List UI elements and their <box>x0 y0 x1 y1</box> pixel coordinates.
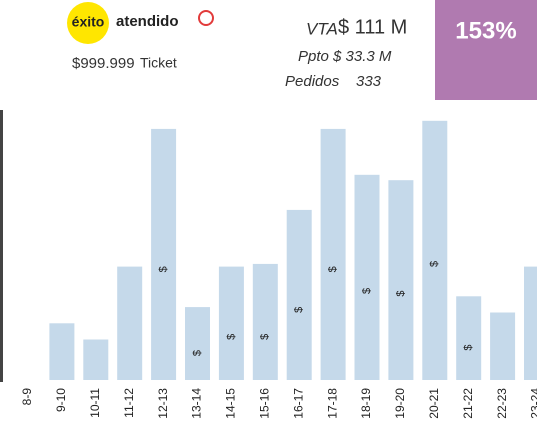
bar <box>456 296 482 380</box>
x-tick-label: 14-15 <box>224 388 238 419</box>
vta-value: $ 111 M <box>338 16 407 38</box>
dollar-marker: $ <box>191 350 203 356</box>
logo-icon <box>198 10 214 26</box>
dollar-marker: $ <box>158 266 170 272</box>
bar <box>422 120 448 381</box>
bar <box>320 128 346 380</box>
x-tick-label: 13-14 <box>190 388 204 419</box>
x-tick-label: 18-19 <box>359 388 373 419</box>
bar <box>117 266 143 380</box>
x-tick-label: 17-18 <box>325 388 339 419</box>
bar <box>252 263 278 380</box>
x-tick-label: 9-10 <box>54 388 68 412</box>
dollar-marker: $ <box>395 291 407 297</box>
ticket-value: $999.999 <box>72 55 135 72</box>
left-border <box>0 110 3 382</box>
percent-box <box>435 0 537 100</box>
pedidos-label: Pedidos <box>285 73 340 90</box>
bar <box>185 307 210 380</box>
bar <box>354 174 380 380</box>
bar <box>286 209 312 380</box>
x-tick-label: 20-21 <box>427 388 441 419</box>
x-tick-label: 23-24 <box>529 388 537 419</box>
percent: 153% <box>455 17 516 44</box>
dollar-marker: $ <box>225 334 237 340</box>
logo-circle <box>67 2 109 44</box>
bar <box>218 266 244 380</box>
bar <box>151 128 177 380</box>
dollar-marker: $ <box>259 334 271 340</box>
x-tick-label: 8-9 <box>20 388 34 406</box>
dollar-marker: $ <box>429 261 441 267</box>
chart: 8-9 9-10 10-11 11-12 12-13 $13-14 $14-15 $15-16… <box>20 120 537 419</box>
bar <box>49 323 75 380</box>
x-tick-label: 11-12 <box>122 388 136 418</box>
dollar-marker: $ <box>293 307 305 313</box>
pedidos-value: 333 <box>356 73 382 90</box>
x-tick-label: 10-11 <box>88 388 102 418</box>
logo-brand: éxito <box>72 14 105 30</box>
dollar-marker: $ <box>361 288 373 294</box>
dollar-marker: $ <box>463 345 475 351</box>
vta-label: VTA <box>306 19 338 38</box>
ppto: Ppto $ 33.3 M <box>298 48 392 65</box>
bar <box>83 339 109 380</box>
ticket-label: Ticket <box>140 55 177 71</box>
bar <box>490 312 516 380</box>
bar <box>524 266 537 380</box>
bar <box>388 180 414 380</box>
x-tick-label: 12-13 <box>156 388 170 419</box>
x-tick-label: 21-22 <box>461 388 475 419</box>
x-tick-label: 15-16 <box>257 388 271 419</box>
dollar-marker: $ <box>327 266 339 272</box>
x-tick-label: 19-20 <box>393 388 407 419</box>
x-tick-label: 16-17 <box>291 388 305 419</box>
x-tick-label: 22-23 <box>495 388 509 419</box>
logo-text: atendido <box>116 13 179 30</box>
